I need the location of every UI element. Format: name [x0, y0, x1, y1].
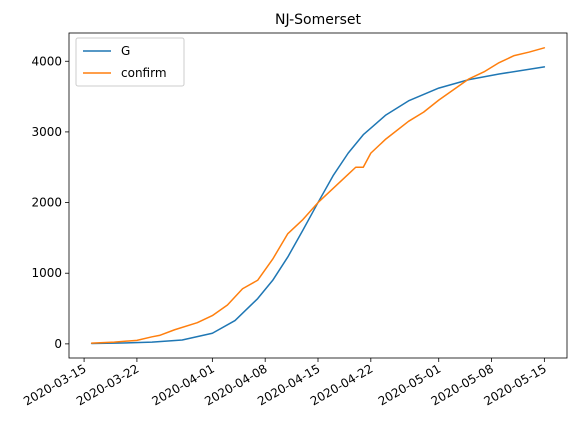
series-line-g — [90, 66, 546, 345]
series-line-confirm — [90, 47, 546, 344]
y-axis: 0 1000 2000 3000 4000 — [31, 54, 69, 351]
legend-box — [75, 37, 185, 87]
y-tick-label: 1000 — [31, 266, 62, 280]
series-layer — [90, 47, 546, 345]
y-tick-label: 2000 — [31, 196, 62, 210]
legend: G confirm — [75, 37, 185, 87]
legend-label-g: G — [121, 44, 130, 58]
y-tick-label: 4000 — [31, 54, 62, 68]
y-tick-label: 0 — [54, 337, 62, 351]
y-tick-label: 3000 — [31, 125, 62, 139]
legend-label-confirm: confirm — [121, 66, 167, 80]
chart-title: NJ-Somerset — [275, 12, 362, 28]
